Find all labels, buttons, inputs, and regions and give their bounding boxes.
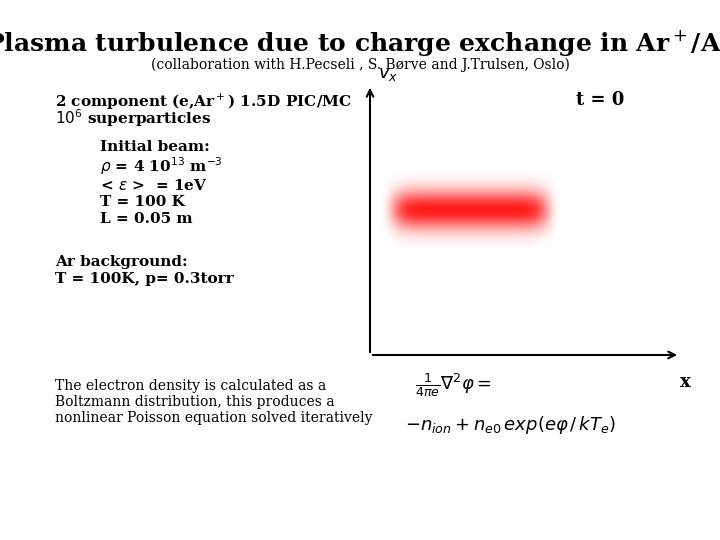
Text: < $\varepsilon$ >  = 1eV: < $\varepsilon$ > = 1eV	[100, 178, 207, 192]
Text: T = 100K, p= 0.3torr: T = 100K, p= 0.3torr	[55, 272, 233, 286]
Text: $\frac{1}{4\pi e}\nabla^2\varphi =$: $\frac{1}{4\pi e}\nabla^2\varphi =$	[415, 371, 492, 399]
Text: Plasma turbulence due to charge exchange in Ar$^+$/Ar: Plasma turbulence due to charge exchange…	[0, 28, 720, 58]
Text: (collaboration with H.Pecseli , S. Børve and J.Trulsen, Oslo): (collaboration with H.Pecseli , S. Børve…	[150, 58, 570, 72]
Text: Initial beam:: Initial beam:	[100, 140, 210, 154]
Text: $\rho$ = 4 10$^{13}$ m$^{-3}$: $\rho$ = 4 10$^{13}$ m$^{-3}$	[100, 155, 222, 177]
Text: Ar background:: Ar background:	[55, 255, 188, 269]
Text: L = 0.05 m: L = 0.05 m	[100, 212, 193, 226]
Text: The electron density is calculated as a
Boltzmann distribution, this produces a
: The electron density is calculated as a …	[55, 379, 372, 425]
Text: t = 0: t = 0	[576, 91, 624, 109]
Text: T = 100 K: T = 100 K	[100, 195, 185, 209]
Text: $v_x$: $v_x$	[378, 65, 398, 83]
Text: x: x	[680, 373, 690, 391]
Text: 2 component (e,Ar$^+$) 1.5D PIC/MC: 2 component (e,Ar$^+$) 1.5D PIC/MC	[55, 92, 352, 112]
Text: $10^6$ superparticles: $10^6$ superparticles	[55, 107, 212, 129]
Text: $-n_{ion}+ n_{e0}\, exp(e\varphi\, /\, kT_e)$: $-n_{ion}+ n_{e0}\, exp(e\varphi\, /\, k…	[405, 414, 616, 436]
